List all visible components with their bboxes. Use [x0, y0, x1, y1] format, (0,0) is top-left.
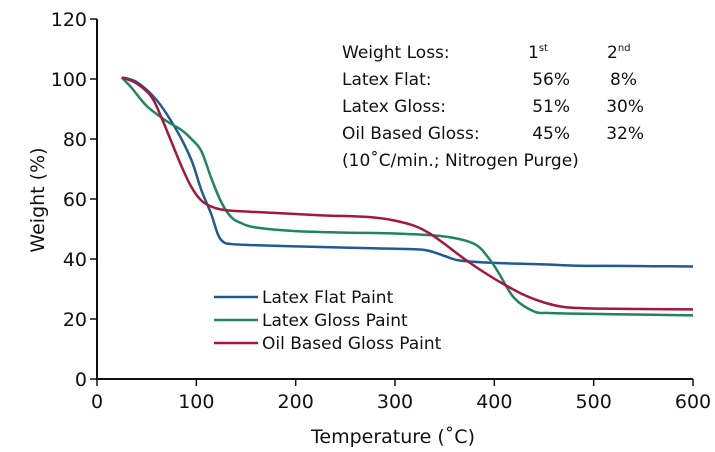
- row-label: Latex Gloss:: [342, 97, 446, 117]
- series-line: [121, 76, 694, 311]
- row-second-value: 32%: [606, 124, 644, 144]
- row-first-value: 45%: [532, 124, 570, 144]
- y-tick-label: 80: [63, 129, 87, 151]
- x-tick-label: 100: [178, 391, 214, 413]
- first-step-header: 1st: [528, 43, 548, 63]
- series-line: [120, 76, 694, 317]
- row-second-value: 30%: [606, 97, 644, 117]
- legend-label: Oil Based Gloss Paint: [262, 334, 442, 354]
- row-second-value: 8%: [610, 70, 637, 90]
- x-tick-label: 500: [576, 391, 612, 413]
- x-tick-label: 600: [675, 391, 711, 413]
- x-axis-title: Temperature (˚C): [310, 426, 475, 448]
- axes: 0 20 40 60 80 100 120 0 100 200 300 400 500 600: [51, 9, 711, 413]
- y-axis-title: Weight (%): [27, 147, 49, 252]
- row-label: Oil Based Gloss:: [342, 124, 480, 144]
- x-tick-label: 300: [377, 391, 413, 413]
- x-tick-label: 0: [91, 391, 103, 413]
- row-first-value: 56%: [532, 70, 570, 90]
- second-step-header: 2nd: [607, 43, 631, 63]
- conditions-note: (10˚C/min.; Nitrogen Purge): [342, 150, 579, 171]
- x-tick-label: 400: [476, 391, 512, 413]
- y-tick-label: 20: [63, 309, 87, 331]
- y-tick-label: 100: [51, 69, 87, 91]
- y-tick-label: 120: [51, 9, 87, 31]
- row-label: Latex Flat:: [342, 70, 432, 90]
- y-tick-label: 60: [63, 189, 87, 211]
- legend-label: Latex Gloss Paint: [262, 311, 408, 331]
- row-first-value: 51%: [532, 97, 570, 117]
- series-lines: [120, 76, 694, 317]
- legend: Latex Flat Paint Latex Gloss Paint Oil B…: [214, 288, 442, 354]
- weight-loss-header: Weight Loss:: [342, 43, 450, 63]
- y-tick-label: 40: [63, 249, 87, 271]
- x-tick-label: 200: [278, 391, 314, 413]
- y-tick-label: 0: [75, 369, 87, 391]
- series-line: [121, 76, 694, 268]
- legend-label: Latex Flat Paint: [262, 288, 394, 308]
- weight-loss-table: Weight Loss: 1st 2nd Latex Flat: 56% 8% …: [342, 43, 644, 171]
